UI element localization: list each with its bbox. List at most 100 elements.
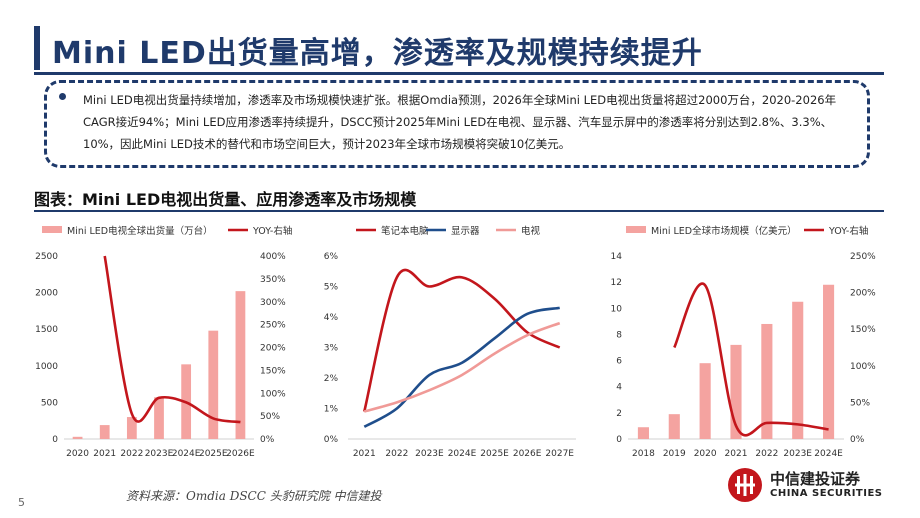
x-tick-label: 2027E bbox=[545, 449, 574, 459]
y2-tick-label: 0% bbox=[850, 435, 865, 445]
logo-name: 中信建投证券 bbox=[770, 470, 861, 488]
page-title: Mini LED出货量高增，渗透率及规模持续提升 bbox=[52, 36, 703, 71]
x-tick-label: 2023E bbox=[415, 449, 444, 459]
x-tick-label: 2022 bbox=[385, 449, 408, 459]
legend-monitor-label: 显示器 bbox=[451, 226, 480, 237]
bar bbox=[99, 425, 110, 439]
series-line-0 bbox=[363, 268, 561, 412]
x-tick-label: 2022 bbox=[120, 449, 143, 459]
y2-tick-label: 300% bbox=[260, 298, 286, 308]
figure-title: 图表：Mini LED电视出货量、应用渗透率及市场规模 bbox=[34, 190, 417, 209]
page-number: 5 bbox=[18, 496, 25, 509]
source-note: 资料来源：Omdia DSCC 头豹研究院 中信建投 bbox=[126, 489, 382, 503]
y2-tick-label: 200% bbox=[850, 289, 876, 299]
y2-tick-label: 100% bbox=[260, 389, 286, 399]
summary-text: Mini LED电视出货量持续增加，渗透率及市场规模快速扩张。根据Omdia预测… bbox=[83, 93, 837, 151]
y2-tick-label: 400% bbox=[260, 252, 286, 262]
legend-bars-swatch bbox=[42, 226, 62, 233]
x-tick-label: 2023E bbox=[145, 449, 174, 459]
bar bbox=[792, 301, 804, 439]
x-tick-label: 2024E bbox=[172, 449, 201, 459]
y2-tick-label: 350% bbox=[260, 275, 286, 285]
x-tick-label: 2025E bbox=[199, 449, 228, 459]
series-line-2 bbox=[363, 321, 561, 413]
y-tick-label: 2 bbox=[616, 409, 622, 419]
y-tick-label: 2000 bbox=[35, 289, 58, 299]
y-tick-label: 4 bbox=[616, 383, 622, 393]
bar bbox=[637, 427, 649, 439]
legend-bars-label: Mini LED全球市场规模（亿美元） bbox=[651, 225, 797, 237]
x-tick-label: 2026E bbox=[226, 449, 255, 459]
y2-tick-label: 100% bbox=[850, 362, 876, 372]
x-tick-label: 2021 bbox=[93, 449, 116, 459]
yoy-line bbox=[103, 255, 241, 424]
y-tick-label: 14 bbox=[611, 252, 623, 262]
x-tick-label: 2024E bbox=[448, 449, 477, 459]
y2-tick-label: 250% bbox=[260, 321, 286, 331]
y-tick-label: 0% bbox=[324, 435, 339, 445]
legend-bars-label: Mini LED电视全球出货量（万台） bbox=[67, 225, 213, 237]
y-tick-label: 4% bbox=[324, 313, 339, 323]
bar bbox=[154, 397, 164, 439]
logo-english: CHINA SECURITIES bbox=[770, 488, 883, 499]
x-tick-label: 2018 bbox=[632, 449, 655, 459]
bar bbox=[761, 323, 773, 439]
y-tick-label: 0 bbox=[616, 435, 622, 445]
legend-bars-swatch bbox=[626, 226, 646, 233]
x-tick-label: 2022 bbox=[755, 449, 778, 459]
y-tick-label: 6 bbox=[616, 357, 622, 367]
x-tick-label: 2026E bbox=[513, 449, 542, 459]
bar bbox=[208, 330, 219, 439]
legend-yoy-label: YOY-右轴 bbox=[252, 225, 292, 237]
title-bar: Mini LED出货量高增，渗透率及规模持续提升 bbox=[0, 26, 920, 75]
y-tick-label: 12 bbox=[611, 278, 622, 288]
legend-laptop-label: 笔记本电脑 bbox=[381, 225, 429, 237]
bar bbox=[72, 436, 83, 439]
bar bbox=[730, 344, 742, 439]
series-line-1 bbox=[363, 306, 560, 428]
y-tick-label: 500 bbox=[41, 398, 58, 408]
figure-rule bbox=[34, 210, 884, 212]
y-tick-label: 2500 bbox=[35, 252, 58, 262]
bullet-icon bbox=[59, 93, 66, 100]
y2-tick-label: 50% bbox=[850, 398, 870, 408]
y-tick-label: 1000 bbox=[35, 362, 58, 372]
x-tick-label: 2023E bbox=[783, 449, 812, 459]
x-tick-label: 2021 bbox=[725, 449, 748, 459]
y-tick-label: 5% bbox=[324, 283, 339, 293]
y-tick-label: 8 bbox=[616, 330, 622, 340]
y2-tick-label: 0% bbox=[260, 435, 275, 445]
x-tick-label: 2025E bbox=[480, 449, 509, 459]
yoy-line bbox=[673, 282, 829, 437]
y-tick-label: 0 bbox=[52, 435, 58, 445]
y2-tick-label: 200% bbox=[260, 344, 286, 354]
chart-market-size: Mini LED全球市场规模（亿美元） YOY-右轴 0 2 4 6 8 10 12 14 0% 50… bbox=[611, 225, 877, 459]
summary-box: Mini LED电视出货量持续增加，渗透率及市场规模快速扩张。根据Omdia预测… bbox=[44, 80, 870, 168]
y-tick-label: 1% bbox=[324, 405, 339, 415]
bar bbox=[126, 417, 137, 439]
title-underline bbox=[34, 72, 884, 75]
y2-tick-label: 150% bbox=[260, 366, 286, 376]
logo: 中信建投证券 CHINA SECURITIES bbox=[726, 466, 886, 506]
x-tick-label: 2021 bbox=[353, 449, 376, 459]
y2-tick-label: 150% bbox=[850, 325, 876, 335]
y-tick-label: 10 bbox=[611, 304, 623, 314]
bar bbox=[699, 363, 711, 439]
x-tick-label: 2020 bbox=[694, 449, 717, 459]
y-tick-label: 3% bbox=[324, 344, 339, 354]
x-tick-label: 2019 bbox=[663, 449, 686, 459]
y2-tick-label: 250% bbox=[850, 252, 876, 262]
legend-tv-label: 电视 bbox=[521, 225, 541, 237]
title-accent-bar bbox=[34, 26, 40, 70]
legend-yoy-label: YOY-右轴 bbox=[828, 225, 868, 237]
y-tick-label: 6% bbox=[324, 252, 339, 262]
bar bbox=[235, 291, 246, 439]
bar bbox=[823, 284, 835, 439]
x-tick-label: 2024E bbox=[814, 449, 843, 459]
y-tick-label: 2% bbox=[324, 374, 339, 384]
y2-tick-label: 50% bbox=[260, 412, 280, 422]
bar bbox=[668, 414, 680, 439]
x-tick-label: 2020 bbox=[66, 449, 89, 459]
chart-tv-shipments: Mini LED电视全球出货量（万台） YOY-右轴 0 500 1000 1500 200… bbox=[35, 225, 292, 459]
chart-penetration-rate: 笔记本电脑 显示器 电视 0% 1% 2% 3% 4% 5% 6% 2021 2022 2023E 202… bbox=[324, 225, 576, 459]
